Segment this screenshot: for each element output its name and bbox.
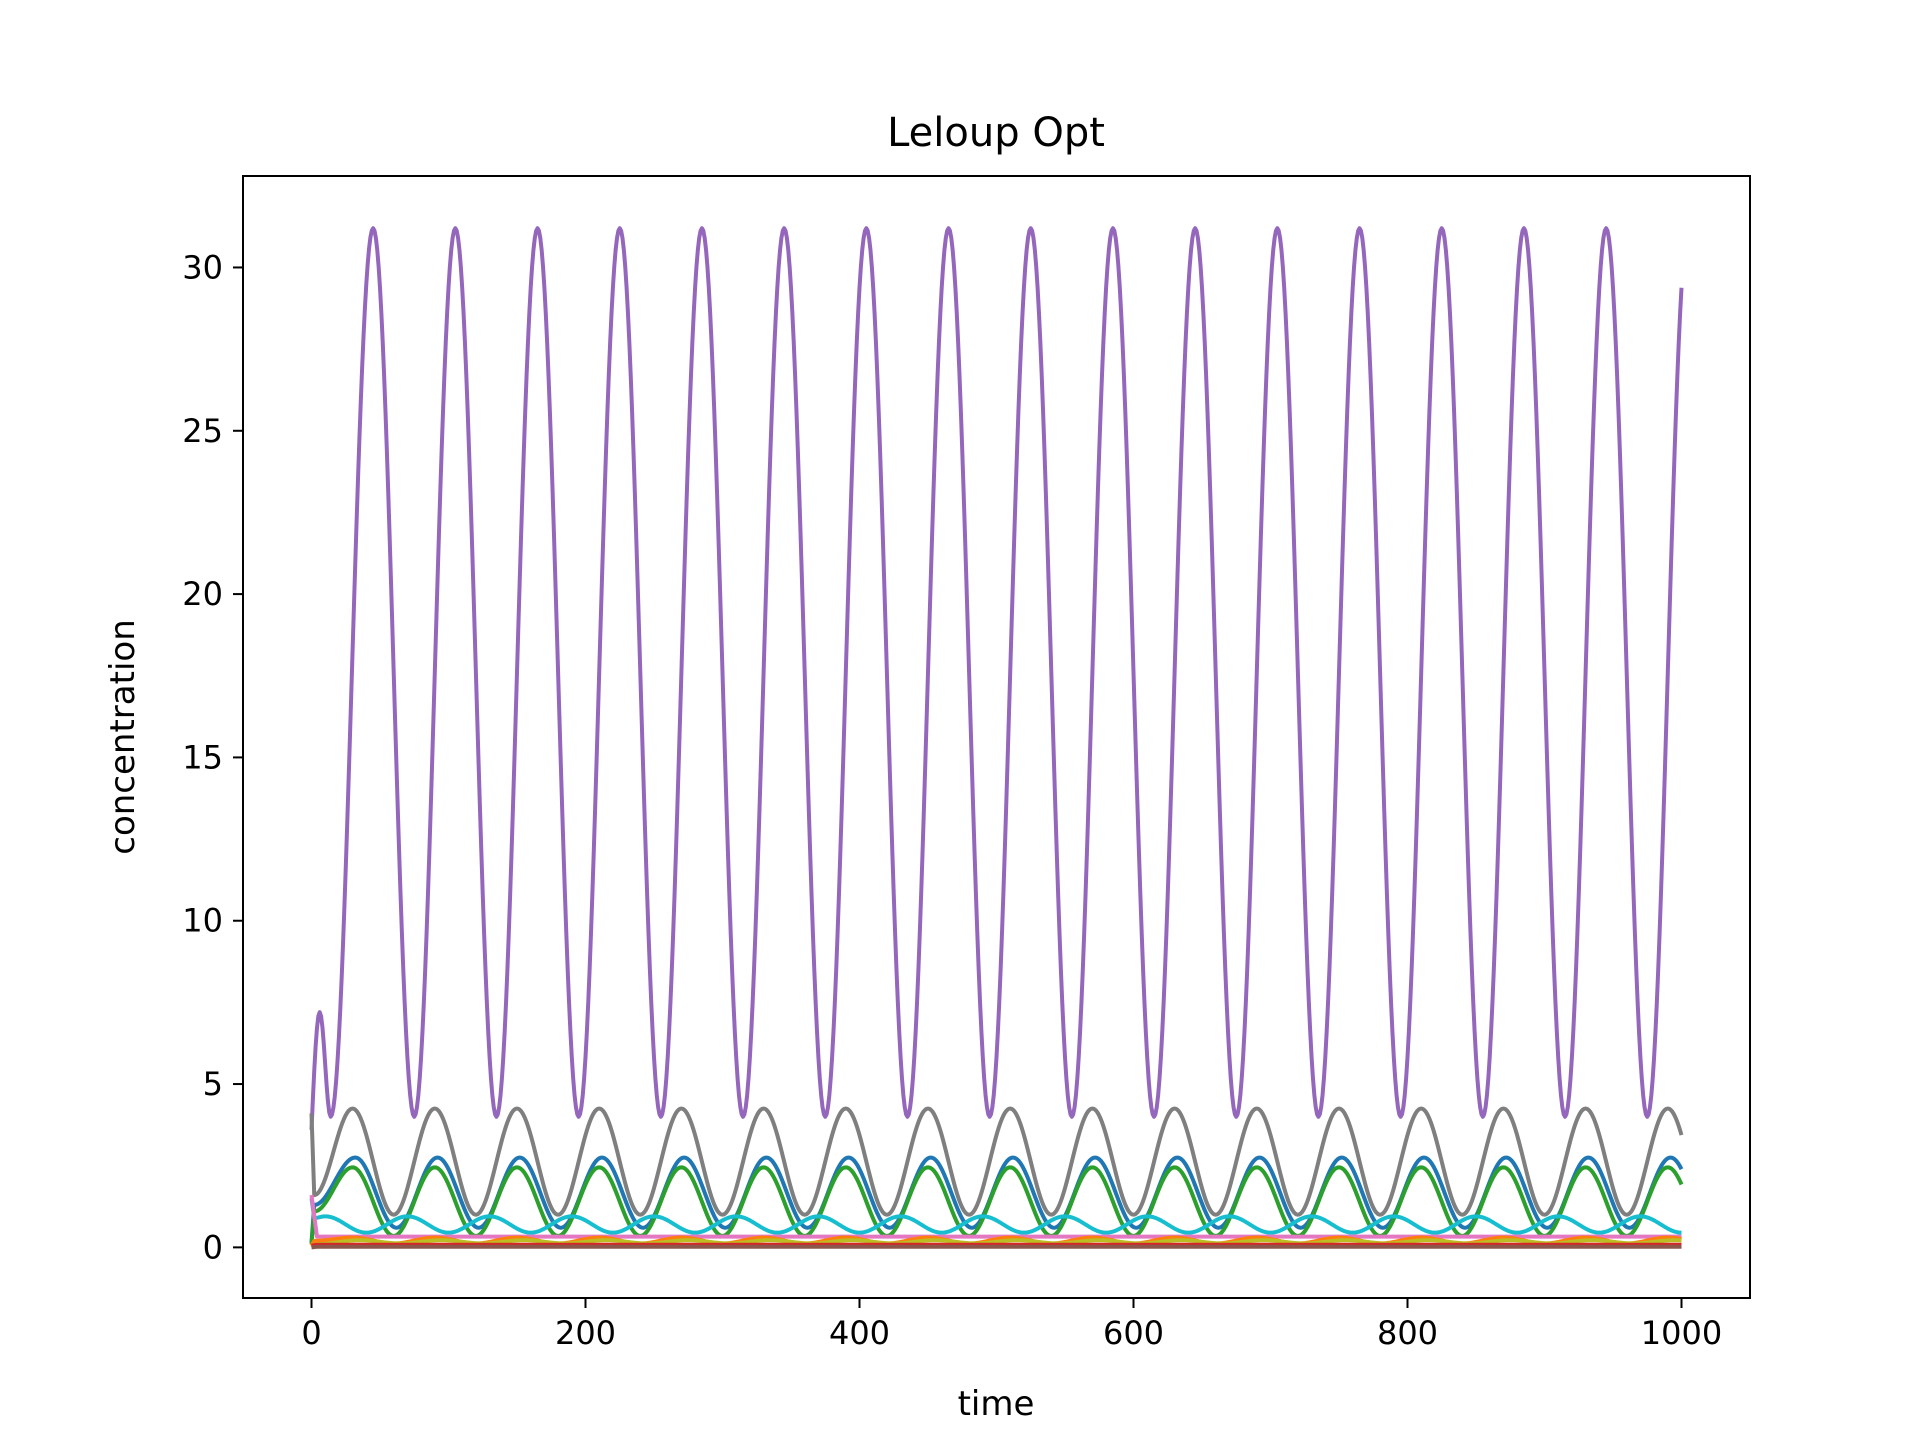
y-tick-label: 15 [182,738,223,776]
x-tick-label: 600 [1103,1314,1164,1352]
y-axis-label: concentration [103,619,143,854]
x-tick-label: 0 [301,1314,321,1352]
plot-frame [242,175,1751,1299]
y-axis-ticks: 0 5 10 15 20 25 30 [182,248,243,1266]
y-tick-label: 5 [203,1065,223,1103]
x-tick-label: 400 [829,1314,890,1352]
series-line-5 [309,1194,1683,1239]
series-line-0 [309,226,1684,1130]
x-tick-label: 200 [555,1314,616,1352]
y-tick-label: 30 [182,248,223,286]
x-axis-ticks: 0 200 400 600 800 1000 [301,1298,1722,1352]
x-tick-label: 1000 [1641,1314,1722,1352]
series-line-7 [310,1238,1683,1250]
plot-lines [309,226,1684,1250]
chart-title: Leloup Opt [887,110,1105,156]
series-line-9 [310,1244,1683,1250]
y-tick-label: 0 [203,1228,223,1266]
y-tick-label: 10 [182,902,223,940]
series-line-1 [309,1106,1684,1217]
x-tick-label: 800 [1377,1314,1438,1352]
y-tick-label: 20 [182,575,223,613]
series-line-4 [309,1198,1683,1235]
y-tick-label: 25 [182,412,223,450]
x-axis-label: time [958,1384,1035,1424]
